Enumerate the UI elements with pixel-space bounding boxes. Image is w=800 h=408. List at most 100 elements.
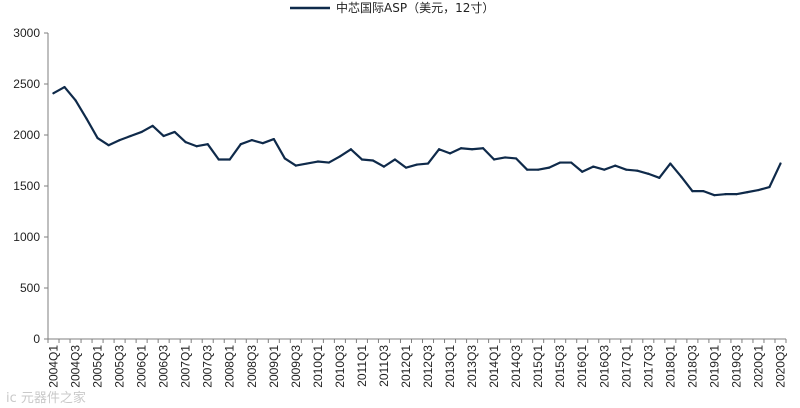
data-point — [272, 137, 275, 141]
data-point — [63, 85, 66, 89]
x-tick-label: 2008Q3 — [245, 345, 259, 388]
x-tick-label: 2010Q3 — [333, 345, 347, 388]
x-tick-label: 2019Q1 — [707, 345, 721, 388]
legend-label: 中芯国际ASP（美元，12寸） — [336, 0, 494, 15]
x-tick-label: 2017Q1 — [619, 345, 633, 388]
data-point — [371, 159, 375, 162]
data-point — [548, 166, 551, 169]
x-tick-label: 2013Q3 — [465, 345, 479, 388]
x-tick-label: 2012Q1 — [399, 345, 413, 388]
data-point — [173, 130, 176, 134]
data-point — [294, 164, 297, 167]
x-tick-label: 2010Q1 — [311, 345, 325, 388]
data-point — [713, 194, 716, 197]
x-tick-label: 2017Q3 — [641, 345, 655, 388]
data-point — [437, 148, 441, 151]
data-point — [107, 144, 110, 147]
data-point — [140, 130, 143, 134]
data-point — [768, 185, 771, 189]
data-point — [283, 157, 286, 160]
data-point — [195, 145, 198, 148]
plot-area — [52, 85, 782, 197]
x-tick-label: 2009Q3 — [289, 345, 303, 388]
y-tick-label: 3000 — [13, 26, 40, 40]
data-point — [459, 147, 463, 150]
data-point — [658, 176, 661, 179]
data-point — [537, 168, 540, 171]
data-point — [636, 169, 639, 172]
data-point — [228, 158, 231, 161]
data-point — [603, 168, 606, 171]
x-tick-label: 2018Q3 — [685, 345, 699, 388]
data-point — [96, 136, 99, 140]
y-tick-label: 1000 — [13, 230, 40, 244]
x-tick-label: 2016Q3 — [597, 345, 611, 388]
y-tick-label: 1500 — [13, 179, 40, 193]
data-point — [85, 117, 88, 120]
x-tick-label: 2015Q3 — [553, 345, 567, 388]
x-tick-label: 2011Q3 — [377, 345, 391, 387]
data-point — [559, 161, 562, 164]
data-point — [724, 193, 727, 196]
data-point — [493, 158, 496, 161]
data-point — [614, 164, 617, 167]
series-line — [52, 85, 782, 197]
x-tick-label: 2011Q1 — [355, 345, 369, 387]
data-point — [448, 152, 452, 155]
data-point — [757, 188, 760, 192]
data-point — [261, 142, 264, 145]
data-point — [669, 162, 672, 165]
x-tick-label: 2005Q3 — [113, 345, 127, 388]
data-point — [746, 191, 749, 194]
x-tick-label: 2014Q3 — [509, 345, 523, 388]
x-tick-label: 2020Q3 — [773, 345, 787, 388]
data-point — [305, 162, 308, 165]
x-tick-label: 2014Q1 — [487, 345, 501, 388]
y-axis: 0 500 1000 1500 2000 2500 3000 — [13, 26, 49, 346]
x-tick-label: 2012Q3 — [421, 345, 435, 388]
x-tick-label: 2013Q1 — [443, 345, 457, 388]
data-point — [118, 139, 121, 142]
data-point — [239, 143, 242, 146]
data-point — [647, 172, 650, 175]
data-point — [515, 157, 518, 160]
x-tick-label: 2009Q1 — [267, 345, 281, 388]
data-point — [338, 155, 341, 158]
y-tick-label: 0 — [33, 332, 40, 346]
data-point — [129, 134, 132, 138]
x-tick-label: 2015Q1 — [531, 345, 545, 388]
x-tick-label: 2004Q1 — [47, 345, 61, 388]
data-point — [206, 143, 209, 146]
x-axis: 2004Q1 2004Q3 2005Q1 2005Q3 2006Q1 2006Q3 2007… — [47, 338, 787, 388]
x-tick-label: 2007Q1 — [179, 345, 193, 388]
data-point — [481, 147, 485, 150]
data-point — [327, 161, 330, 164]
data-point — [735, 193, 738, 196]
data-point — [779, 162, 782, 165]
x-tick-label: 2019Q3 — [729, 345, 743, 388]
data-point — [217, 158, 220, 161]
data-point — [470, 148, 474, 151]
data-point — [570, 161, 573, 164]
x-tick-label: 2018Q1 — [663, 345, 677, 388]
data-point — [349, 148, 353, 151]
x-tick-label: 2008Q1 — [223, 345, 237, 388]
x-tick-label: 2016Q1 — [575, 345, 589, 388]
data-point — [162, 134, 165, 138]
data-point — [625, 168, 628, 171]
data-point — [680, 175, 683, 178]
legend: 中芯国际ASP（美元，12寸） — [290, 0, 494, 15]
y-tick-label: 2000 — [13, 128, 40, 142]
data-point — [316, 160, 319, 163]
data-point — [404, 166, 408, 169]
y-tick-label: 2500 — [13, 77, 40, 91]
data-point — [74, 99, 77, 102]
data-point — [691, 190, 694, 193]
data-point — [151, 124, 154, 127]
x-tick-label: 2006Q1 — [135, 345, 149, 388]
data-point — [393, 158, 397, 161]
data-point — [250, 139, 253, 142]
data-point — [415, 163, 419, 166]
data-point — [360, 158, 364, 161]
